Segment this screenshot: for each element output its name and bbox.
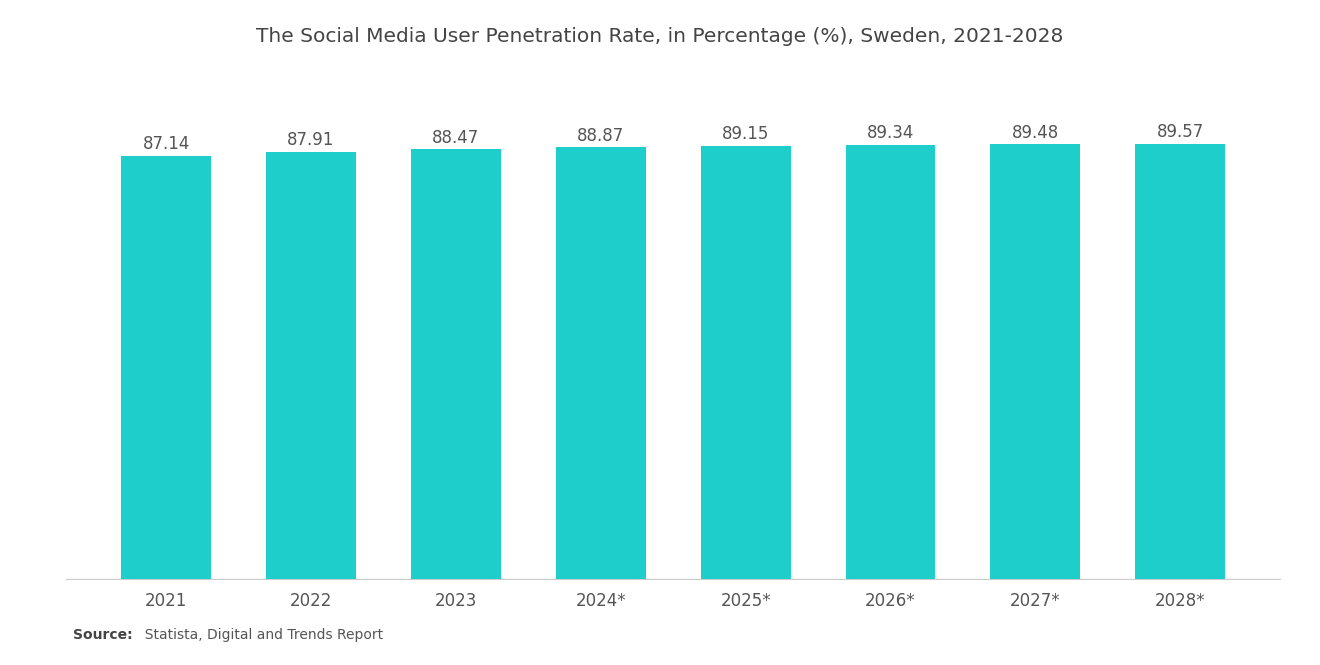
Bar: [1135, 144, 1225, 579]
Text: 89.34: 89.34: [867, 124, 915, 142]
Bar: [411, 149, 500, 579]
Text: 89.15: 89.15: [722, 125, 770, 144]
Bar: [556, 147, 645, 579]
Bar: [701, 146, 791, 579]
Text: Statista, Digital and Trends Report: Statista, Digital and Trends Report: [136, 628, 383, 642]
Text: 88.87: 88.87: [577, 127, 624, 145]
Text: 87.14: 87.14: [143, 135, 190, 153]
Bar: [990, 144, 1080, 579]
Text: 88.47: 88.47: [432, 128, 479, 147]
Text: 89.57: 89.57: [1156, 123, 1204, 141]
Text: The Social Media User Penetration Rate, in Percentage (%), Sweden, 2021-2028: The Social Media User Penetration Rate, …: [256, 27, 1064, 46]
Text: Source:: Source:: [73, 628, 132, 642]
Bar: [267, 152, 356, 579]
Bar: [846, 145, 936, 579]
Bar: [121, 156, 211, 579]
Text: 89.48: 89.48: [1011, 124, 1059, 142]
Text: 87.91: 87.91: [288, 132, 335, 150]
